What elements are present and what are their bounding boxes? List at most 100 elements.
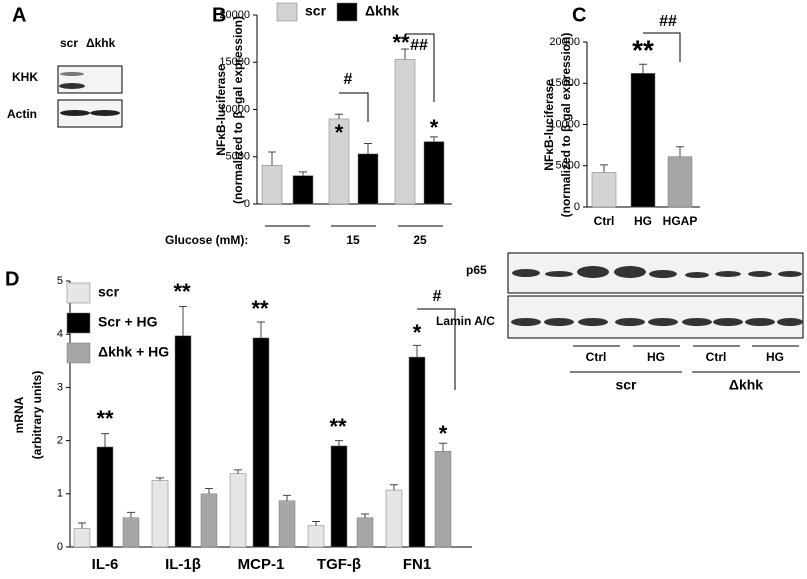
error-bar [205, 487, 213, 494]
annotation: ** [329, 414, 347, 439]
legend-label: scr [305, 3, 327, 19]
bar [252, 337, 270, 548]
error-bar [179, 306, 187, 336]
bar [667, 156, 693, 208]
annotation: ## [659, 13, 677, 30]
bar [96, 446, 114, 548]
error-bar [234, 469, 242, 474]
y-axis-label: mRNA [12, 396, 26, 433]
error-bar [600, 164, 608, 173]
y-tick-label: 20000 [219, 9, 250, 21]
y-tick-label: 0 [244, 198, 250, 210]
x-tick-label: FN1 [403, 556, 431, 573]
y-tick-label: 4 [57, 328, 63, 340]
x-tick-label: 15 [346, 233, 360, 247]
x-tick-label: HGAP [663, 214, 698, 228]
x-tick-label: 25 [413, 233, 427, 247]
lane-label: HG [647, 350, 665, 364]
group-label: scr [615, 377, 637, 393]
bar [200, 493, 218, 548]
error-bar [312, 520, 320, 526]
annotation: ** [251, 296, 269, 321]
error-bar [639, 63, 647, 74]
error-bar [156, 477, 164, 481]
panel-label: C [572, 4, 586, 26]
error-bar [676, 146, 684, 157]
y-axis-label: (normalized to β-gal expression) [559, 33, 573, 218]
bar [229, 473, 247, 548]
bar [356, 517, 374, 548]
error-bar [283, 494, 291, 501]
bar [122, 517, 140, 548]
bar [73, 528, 91, 548]
x-tick-label: TGF-β [317, 556, 361, 573]
error-bar [335, 440, 343, 446]
bar [292, 175, 314, 205]
y-tick-label: 10000 [219, 103, 250, 115]
error-bar [299, 171, 307, 176]
blot-box [507, 295, 804, 339]
legend-label: Scr + HG [98, 314, 158, 330]
lane-label: Ctrl [706, 350, 727, 364]
bar [278, 500, 296, 548]
y-tick-label: 3 [57, 381, 63, 393]
x-tick-label: IL-6 [92, 556, 119, 573]
error-bar [364, 143, 372, 154]
error-bar [401, 48, 409, 60]
y-tick-label: 15000 [219, 56, 250, 68]
bar [307, 525, 325, 548]
annotation: * [413, 320, 422, 345]
legend-swatch [66, 312, 91, 334]
lane-lines [570, 345, 800, 373]
legend-label: scr [98, 284, 120, 300]
annotation: * [439, 421, 448, 446]
y-tick-label: 1 [57, 488, 63, 500]
y-tick-label: 15000 [549, 77, 580, 89]
bar [357, 153, 379, 205]
bar [408, 356, 426, 548]
x-tick-label: HG [634, 214, 652, 228]
error-bar [268, 151, 276, 166]
legend-swatch [66, 342, 91, 364]
brackets [339, 32, 681, 390]
annotation: ** [96, 406, 114, 431]
y-tick-label: 0 [574, 201, 580, 213]
x-axis-label: Glucose (mM): [165, 233, 248, 247]
legend-swatch [66, 282, 91, 304]
panel-label: B [212, 4, 226, 26]
error-bar [127, 511, 135, 518]
y-tick-label: 10000 [549, 118, 580, 130]
y-tick-label: 20000 [549, 36, 580, 48]
row-label: KHK [12, 70, 38, 84]
group-label: Δkhk [729, 377, 763, 393]
bar [151, 480, 169, 548]
error-bar [430, 136, 438, 142]
error-bar [439, 442, 447, 452]
error-bar [390, 484, 398, 491]
bar [394, 59, 416, 205]
error-bar [335, 113, 343, 119]
lane-label: Ctrl [586, 350, 607, 364]
x-tick-label: MCP-1 [238, 556, 285, 573]
band [60, 110, 90, 116]
lane-label: Δkhk [86, 36, 116, 50]
lane-label: HG [766, 350, 784, 364]
legend-swatch [276, 2, 298, 22]
annotation: # [344, 71, 353, 88]
bar [385, 489, 403, 548]
annotation: * [430, 115, 439, 140]
legend-label: Δkhk [365, 3, 399, 19]
panel-label: A [12, 4, 26, 26]
annotation: # [433, 288, 442, 305]
annotation: * [335, 120, 344, 145]
y-axis-label: NFκB-luciferase [542, 79, 556, 171]
band [59, 83, 85, 89]
annotation: ** [632, 34, 654, 65]
bar [434, 450, 452, 548]
y-tick-label: 0 [57, 541, 63, 553]
band [60, 72, 84, 76]
y-axis-label: (normalized to β -gal expression) [231, 16, 245, 204]
band [90, 110, 120, 116]
bar [330, 445, 348, 548]
